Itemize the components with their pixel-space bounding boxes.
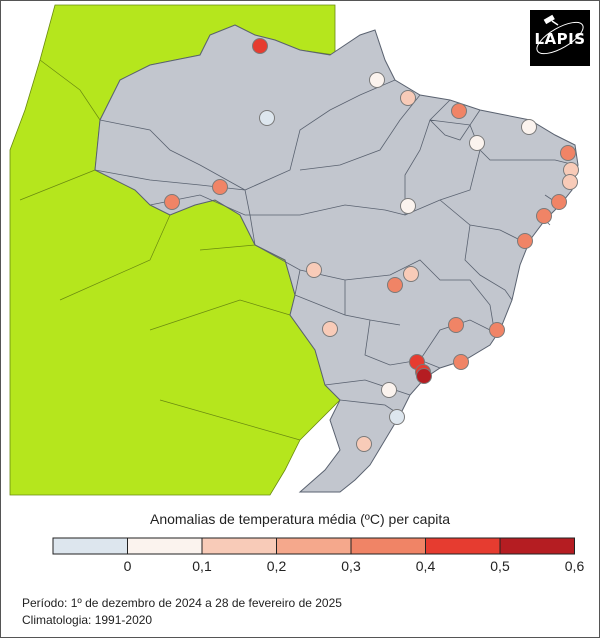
capital-marker [451, 103, 467, 119]
capital-marker [551, 194, 567, 210]
capital-marker [381, 382, 397, 398]
legend-tick-label: 0,1 [192, 558, 212, 574]
capital-marker [448, 317, 464, 333]
period-text: Período: 1º de dezembro de 2024 a 28 de … [22, 596, 342, 610]
legend-tick-label: 0,6 [564, 558, 585, 574]
capital-marker [306, 262, 322, 278]
legend-bin-6 [499, 537, 575, 555]
legend-bin-5 [425, 537, 501, 555]
legend-bin-4 [350, 537, 426, 555]
capital-marker [560, 145, 576, 161]
legend-tick-label: 0,4 [415, 558, 436, 574]
legend-tick-label: 0,2 [266, 558, 287, 574]
legend-title: Anomalias de temperatura média (ºC) per … [149, 511, 451, 527]
brazil-map [9, 4, 579, 496]
satellite-orbit-icon [536, 14, 584, 55]
capital-marker [322, 321, 338, 337]
climatology-text: Climatologia: 1991-2020 [22, 613, 153, 627]
legend-bin-0 [52, 537, 128, 555]
capital-marker [489, 322, 505, 338]
legend-bin-2 [201, 537, 277, 555]
capital-marker [403, 266, 419, 282]
neighbor-borders [19, 59, 301, 441]
legend-color-bar [52, 537, 575, 555]
logo-text: LAPIS [534, 30, 586, 48]
capital-marker [259, 110, 275, 126]
capital-marker [536, 208, 552, 224]
legend-bin-3 [276, 537, 352, 555]
legend-tick-label: 0,5 [490, 558, 510, 574]
capital-marker [356, 436, 372, 452]
capital-marker [369, 72, 385, 88]
capital-marker [469, 135, 485, 151]
capital-marker [400, 90, 416, 106]
capital-marker [164, 194, 180, 210]
capital-marker [562, 174, 578, 190]
capital-marker [252, 38, 268, 54]
capital-marker [389, 409, 405, 425]
capital-marker [453, 354, 469, 370]
capital-marker [416, 368, 432, 384]
capital-marker [387, 277, 403, 293]
state-borders [94, 79, 576, 416]
lapis-logo: LAPIS [530, 10, 590, 66]
legend-tick-label: 0 [123, 558, 132, 574]
legend-bin-1 [127, 537, 203, 555]
capital-marker [517, 233, 533, 249]
capital-marker [212, 179, 228, 195]
capital-marker [521, 119, 537, 135]
capital-marker [400, 198, 416, 214]
legend-tick-label: 0,3 [341, 558, 361, 574]
